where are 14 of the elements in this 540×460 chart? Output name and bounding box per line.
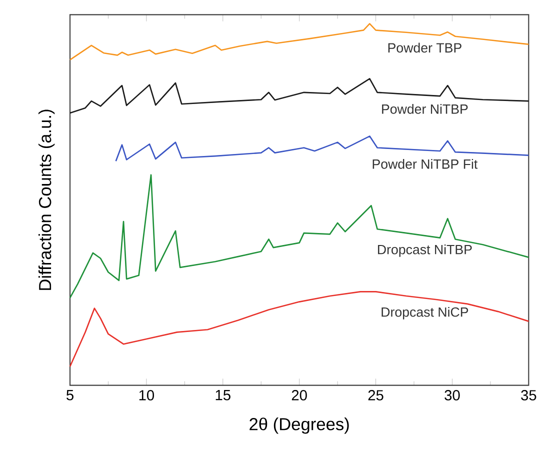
x-tick-label: 5 (66, 390, 74, 400)
series-label: Powder NiTBP Fit (372, 159, 478, 169)
series-label: Dropcast NiCP (382, 307, 468, 320)
y-axis-title: Diffraction Counts (a.u.) (38, 110, 55, 290)
x-tick-label: 35 (521, 390, 536, 400)
x-tick-label: 30 (444, 390, 460, 400)
x-tick-label: 15 (216, 390, 230, 400)
series-label: Powder TBP (388, 42, 462, 53)
x-tick-label: 25 (368, 390, 384, 400)
series-label: Dropcast NiTBP (378, 244, 472, 257)
x-axis-title: 2θ (Degrees) (250, 418, 349, 434)
x-tick-label: 20 (292, 390, 307, 400)
series-label: Powder NiTBP (382, 104, 468, 114)
x-tick-label: 10 (139, 390, 154, 400)
